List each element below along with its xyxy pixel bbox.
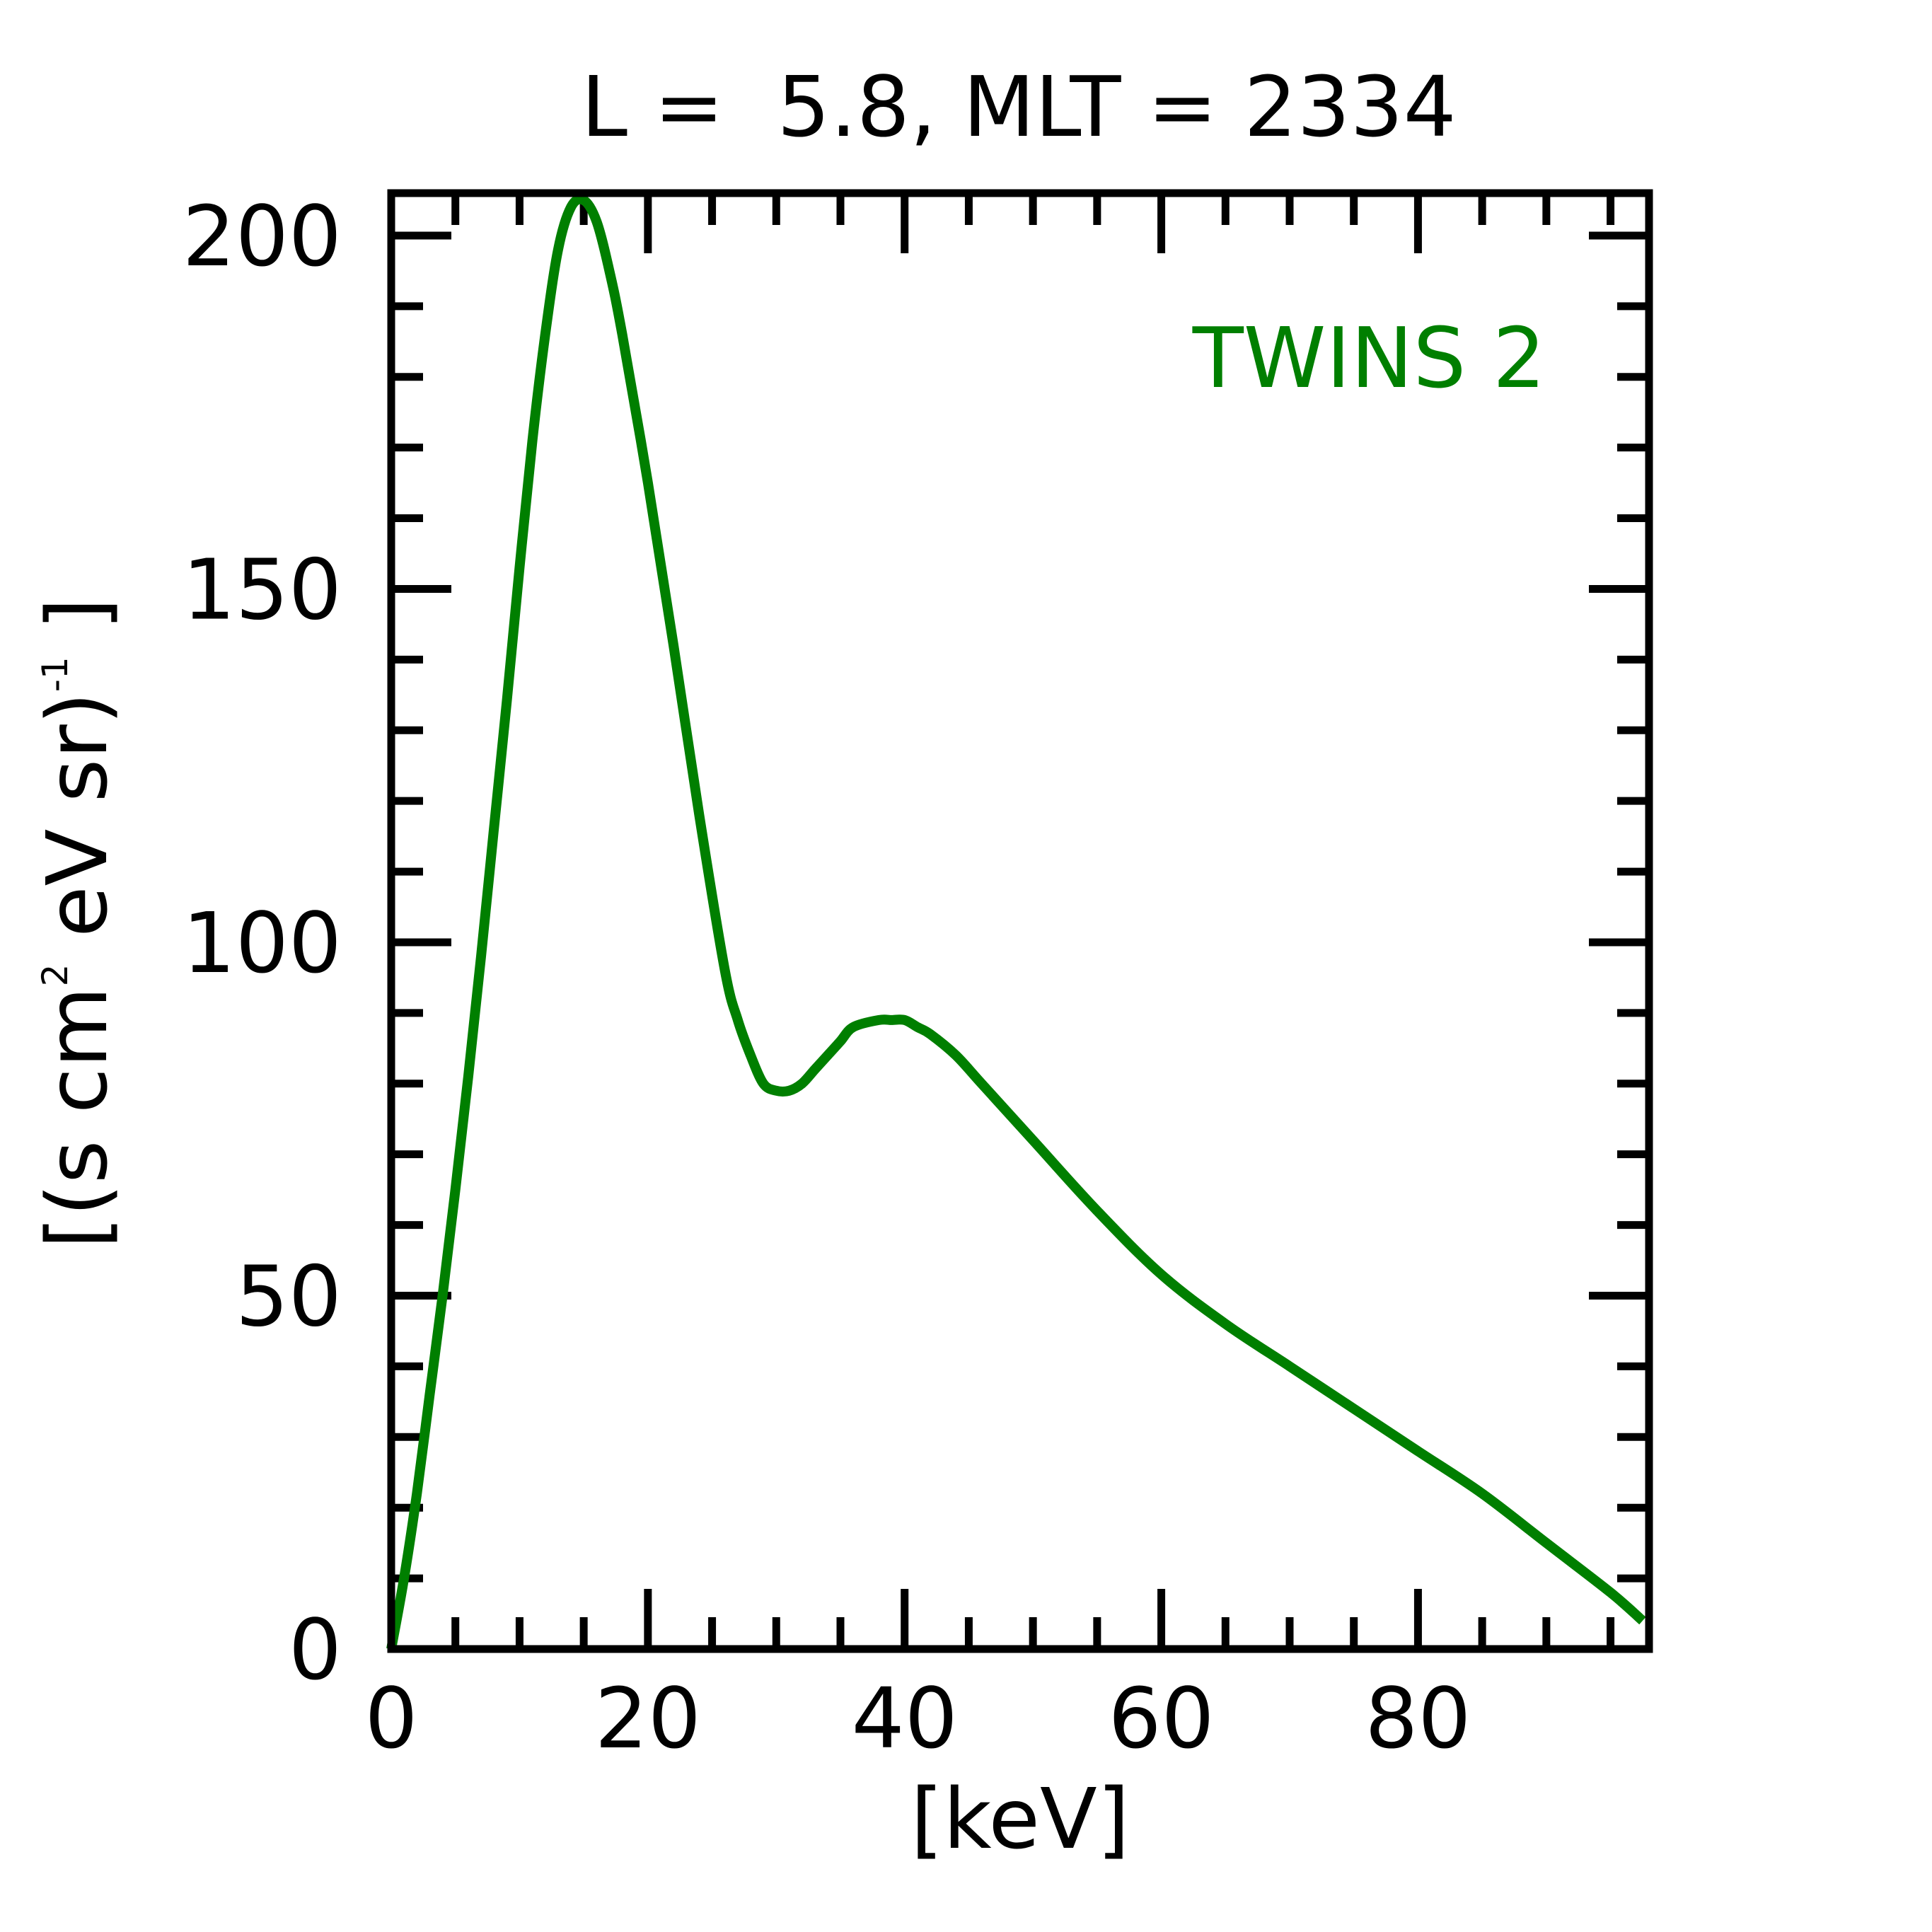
y-axis-label-sup-1: 2 [35, 964, 76, 987]
y-axis-label-main: [(s cm [28, 986, 126, 1249]
y-tick-label: 150 [183, 540, 342, 638]
y-axis-label: [(s cm2 eV sr)-1 ] [28, 598, 126, 1249]
x-tick-label: 20 [595, 1670, 701, 1767]
y-axis-label-mid: eV sr) [28, 692, 126, 964]
chart-title: L = 5.8, MLT = 2334 [581, 58, 1456, 156]
x-axis-label: [keV] [910, 1770, 1130, 1868]
y-axis-label-end: ] [28, 598, 126, 657]
legend-entry-twins-2: TWINS 2 [1192, 309, 1546, 407]
y-tick-label: 200 [183, 187, 342, 285]
y-tick-label: 50 [236, 1247, 342, 1345]
tick-labels: 0 20 40 60 80 0 50 100 150 200 [183, 187, 1471, 1767]
x-tick-label: 80 [1365, 1670, 1471, 1767]
x-tick-label: 60 [1108, 1670, 1214, 1767]
plot-frame [387, 189, 1653, 1653]
y-axis-label-sup-2: -1 [35, 656, 76, 692]
axis-ticks [387, 193, 1649, 1653]
y-tick-label: 100 [183, 894, 342, 992]
series-layer [386, 194, 1646, 1650]
x-tick-label: 0 [364, 1670, 417, 1767]
series-line-twins-2 [386, 194, 1646, 1650]
x-tick-label: 40 [852, 1670, 958, 1767]
y-tick-label: 0 [289, 1601, 342, 1699]
